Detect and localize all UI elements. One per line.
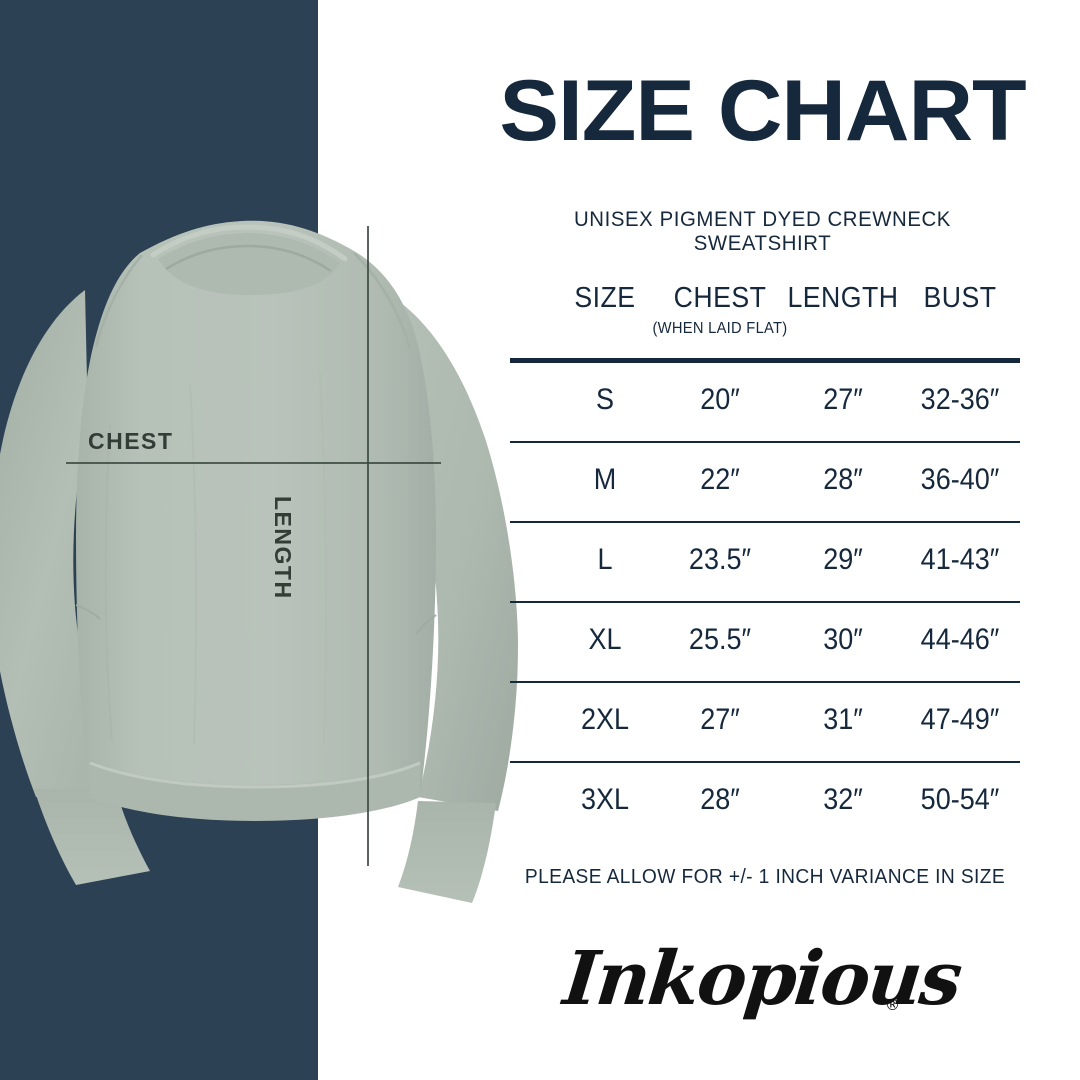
table-row: M 22″ 28″ 36-40″ [510,443,1020,521]
cell-length: 29″ [823,543,863,576]
cell-chest: 20″ [700,383,740,416]
cell-chest: 28″ [700,783,740,816]
column-header-size: SIZE [574,282,636,314]
table-row-divider [510,441,1020,443]
column-header-bust: BUST [923,282,997,314]
chest-measurement-line [66,462,441,464]
cell-length: 31″ [823,703,863,736]
cell-bust: 41-43″ [920,543,1000,576]
chest-measurement-note: (WHEN LAID FLAT) [652,320,788,337]
variance-note: PLEASE ALLOW FOR +/- 1 INCH VARIANCE IN … [524,866,1006,888]
table-row-divider [510,681,1020,683]
cell-bust: 44-46″ [920,623,1000,656]
cell-length: 28″ [823,463,863,496]
table-header-row: SIZE CHEST LENGTH BUST (WHEN LAID FLAT) [510,282,1020,358]
table-row: 3XL 28″ 32″ 50-54″ [510,763,1020,841]
chest-measurement-label: CHEST [88,428,174,454]
table-header-divider [510,358,1020,363]
cell-length: 27″ [823,383,863,416]
table-row: XL 25.5″ 30″ 44-46″ [510,603,1020,681]
table-row: S 20″ 27″ 32-36″ [510,363,1020,441]
page-subtitle: UNISEX PIGMENT DYED CREWNECK SWEATSHIRT [574,208,951,255]
cell-size: M [593,463,617,496]
column-header-length: LENGTH [787,282,899,314]
table-row-divider [510,761,1020,763]
table-row-divider [510,601,1020,603]
table-row: 2XL 27″ 31″ 47-49″ [510,683,1020,761]
cell-chest: 22″ [700,463,740,496]
table-row: L 23.5″ 29″ 41-43″ [510,523,1020,601]
cell-chest: 25.5″ [688,623,752,656]
chart-panel: SIZE CHART UNISEX PIGMENT DYED CREWNECK … [499,0,1080,1080]
cell-length: 30″ [823,623,863,656]
cell-bust: 47-49″ [920,703,1000,736]
length-measurement-line [367,226,369,866]
cell-size: 3XL [580,783,630,816]
cell-length: 32″ [823,783,863,816]
cell-size: 2XL [580,703,630,736]
column-header-chest: CHEST [673,282,767,314]
cell-bust: 32-36″ [920,383,1000,416]
registered-trademark-icon: ® [885,996,900,1014]
cell-size: L [597,543,613,576]
sweatshirt-illustration [0,185,550,925]
cell-bust: 36-40″ [920,463,1000,496]
cell-chest: 27″ [700,703,740,736]
cell-chest: 23.5″ [688,543,752,576]
cell-bust: 50-54″ [920,783,1000,816]
cell-size: S [595,383,614,416]
page-title: SIZE CHART [499,63,1026,159]
cell-size: XL [588,623,622,656]
brand-logo: Inkopious ® [547,920,977,1040]
brand-logo-text: Inkopious [559,936,965,1022]
length-measurement-label: LENGTH [270,496,296,600]
size-table: SIZE CHEST LENGTH BUST (WHEN LAID FLAT) … [510,282,1020,841]
table-row-divider [510,521,1020,523]
